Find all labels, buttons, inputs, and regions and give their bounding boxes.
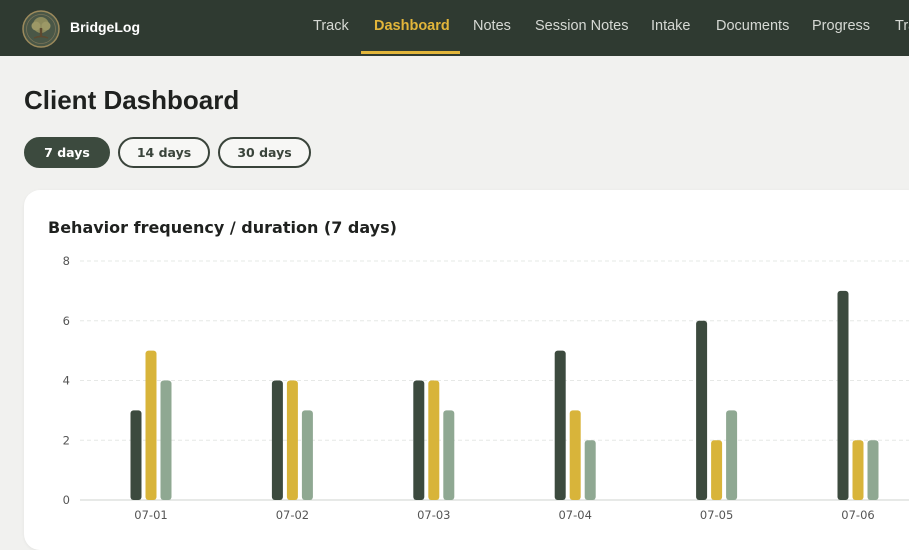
bar: [867, 440, 879, 500]
nav-track[interactable]: Track: [313, 18, 349, 34]
bar: [443, 410, 455, 500]
bar: [145, 350, 157, 500]
brand-name[interactable]: BridgeLog: [70, 19, 140, 35]
bar: [852, 440, 864, 500]
bar: [301, 410, 313, 500]
bar: [711, 440, 723, 500]
range-7-days-button[interactable]: 7 days: [24, 137, 110, 168]
top-nav-bar: BridgeLog Track Dashboard Notes Session …: [0, 0, 909, 56]
bar: [584, 440, 596, 500]
bar: [726, 410, 738, 500]
x-tick-label: 07-01: [134, 508, 167, 522]
x-tick-label: 07-02: [276, 508, 309, 522]
x-tick-label: 07-06: [841, 508, 874, 522]
active-tab-indicator: [361, 51, 460, 54]
nav-session-notes[interactable]: Session Notes: [535, 18, 629, 34]
bar: [837, 290, 849, 500]
bar: [428, 380, 440, 500]
y-tick-label: 8: [63, 254, 70, 268]
chart-title: Behavior frequency / duration (7 days): [48, 218, 397, 237]
y-tick-label: 2: [63, 433, 70, 447]
x-tick-label: 07-05: [700, 508, 733, 522]
nav-dashboard[interactable]: Dashboard: [374, 18, 450, 34]
bar: [413, 380, 425, 500]
y-tick-label: 6: [63, 314, 70, 328]
bar: [286, 380, 298, 500]
nav-progress[interactable]: Progress: [812, 18, 871, 34]
bar: [569, 410, 581, 500]
main-nav: Track Dashboard Notes Session Notes Inta…: [0, 0, 909, 56]
bar: [271, 380, 283, 500]
y-tick-label: 4: [63, 374, 70, 388]
range-30-days-button[interactable]: 30 days: [218, 137, 311, 168]
nav-notes[interactable]: Notes: [473, 18, 511, 34]
range-14-days-button[interactable]: 14 days: [118, 137, 210, 168]
nav-tra[interactable]: Tra: [895, 18, 909, 34]
x-tick-label: 07-04: [558, 508, 591, 522]
page-title: Client Dashboard: [24, 85, 240, 115]
bar: [554, 350, 566, 500]
y-tick-label: 0: [63, 493, 70, 507]
tree-logo-icon[interactable]: [22, 10, 60, 48]
x-tick-label: 07-03: [417, 508, 450, 522]
bar: [696, 320, 708, 500]
nav-documents[interactable]: Documents: [716, 18, 790, 34]
bar: [130, 410, 142, 500]
behavior-chart: 0 2 4 6 8 07-01 07-02 07-03 07-04 07-05 07-06: [63, 254, 909, 522]
nav-intake[interactable]: Intake: [651, 18, 691, 34]
bar: [160, 380, 172, 500]
